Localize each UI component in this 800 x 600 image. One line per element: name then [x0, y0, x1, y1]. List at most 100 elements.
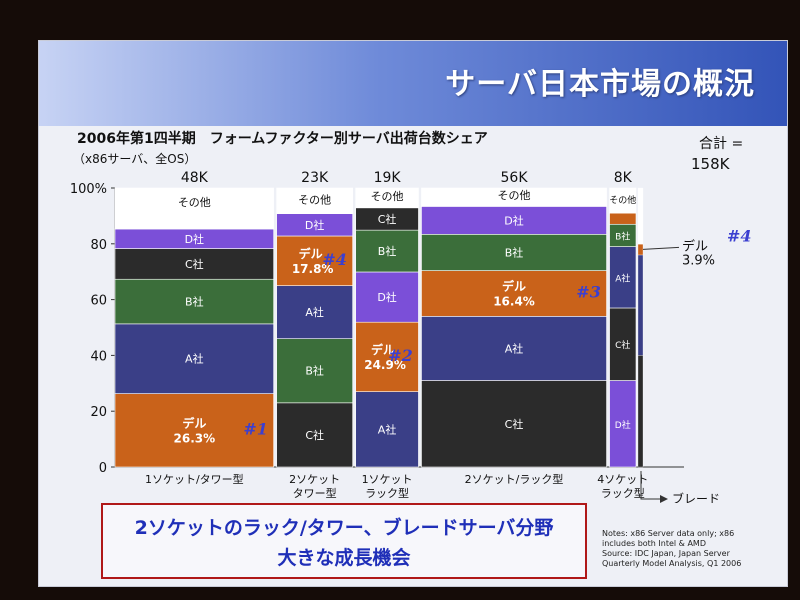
column-size-label: 23K — [301, 170, 329, 186]
segment-label: D社 — [615, 419, 631, 431]
segment-value-label: 26.3% — [174, 431, 216, 445]
segment-label: A社 — [505, 341, 524, 355]
blade-segment-その他 — [637, 187, 644, 245]
column-category-label: ラック型 — [365, 486, 409, 500]
blade-segment-A社 — [637, 254, 644, 356]
segment-C社 — [421, 380, 607, 468]
segment-label: C社 — [615, 339, 630, 351]
segment-label: B社 — [185, 295, 204, 309]
segment-デル — [276, 235, 353, 286]
slide-title: サーバ日本市場の概況 — [445, 67, 755, 102]
segment-デル — [421, 270, 607, 317]
segment-label: A社 — [305, 305, 324, 319]
column-category-label: 1ソケット/タワー型 — [145, 472, 244, 486]
dell-marker: #3 — [576, 282, 601, 301]
segment-label: C社 — [185, 257, 204, 271]
y-tick-label: 60 — [90, 294, 107, 309]
dell-marker: #4 — [322, 250, 347, 269]
segment-デル — [609, 212, 637, 225]
segment-label: C社 — [505, 417, 524, 431]
message-line-1: 2ソケットのラック/タワー、ブレードサーバ分野 — [134, 517, 554, 539]
blade-dell-label: デル — [682, 238, 708, 254]
segment-label: C社 — [378, 212, 397, 226]
total-label: 合計 = — [699, 136, 743, 152]
segment-label: B社 — [378, 244, 397, 258]
column-size-label: 19K — [374, 170, 402, 186]
notes-line: Source: IDC Japan, Japan Server — [602, 549, 730, 558]
column-category-label: 4ソケット — [597, 473, 648, 486]
segment-label: D社 — [185, 232, 204, 246]
blade-arrow-icon — [660, 495, 668, 503]
chart-title: 2006年第1四半期 フォームファクター別サーバ出荷台数シェア — [77, 130, 488, 147]
segment-D社 — [421, 206, 607, 235]
column-category-label: 2ソケット — [289, 473, 340, 486]
dell-marker: #1 — [243, 419, 268, 438]
segment-A社 — [276, 285, 353, 339]
notes-line: Notes: x86 Server data only; x86 — [602, 529, 735, 538]
notes-line: includes both Intel & AMD — [602, 539, 706, 548]
y-tick-label: 40 — [90, 349, 107, 364]
segment-C社 — [114, 248, 274, 280]
column-size-label: 48K — [181, 170, 209, 186]
y-tick-label: 80 — [90, 238, 107, 253]
segment-その他 — [609, 187, 637, 214]
segment-label: B社 — [505, 245, 524, 259]
blade-leader — [640, 471, 660, 500]
segment-その他 — [114, 187, 274, 230]
segment-label: A社 — [378, 422, 397, 436]
slide: サーバ日本市場の概況 2006年第1四半期 フォームファクター別サーバ出荷台数シ… — [38, 40, 788, 587]
segment-label: その他 — [609, 194, 636, 206]
column-size-label: 56K — [501, 170, 529, 186]
column-category-label: 2ソケット/ラック型 — [465, 472, 564, 486]
segment-label: デル — [182, 415, 206, 430]
segment-A社 — [355, 391, 419, 468]
message-line-2: 大きな成長機会 — [277, 547, 411, 569]
segment-その他 — [355, 187, 419, 209]
segment-label: B社 — [305, 364, 324, 378]
segment-value-label: 17.8% — [292, 262, 334, 276]
segment-label: D社 — [305, 218, 324, 232]
segment-label: A社 — [615, 272, 630, 284]
segment-その他 — [276, 187, 353, 214]
segment-label: デル — [371, 342, 395, 357]
segment-label: D社 — [504, 213, 523, 227]
segment-A社 — [114, 323, 274, 394]
segment-label: その他 — [498, 189, 531, 202]
column-category-label: ラック型 — [601, 486, 645, 500]
segment-B社 — [355, 229, 419, 273]
segment-B社 — [421, 234, 607, 271]
blade-dell-leader — [642, 246, 680, 250]
column-category-label: 1ソケット — [362, 473, 413, 486]
dell-marker: #2 — [388, 346, 413, 365]
source-notes: Notes: x86 Server data only; x86 include… — [602, 529, 786, 569]
segment-D社 — [355, 271, 419, 323]
segment-D社 — [609, 380, 637, 468]
segment-C社 — [276, 402, 353, 468]
message-box: 2ソケットのラック/タワー、ブレードサーバ分野 大きな成長機会 — [101, 503, 587, 579]
blade-segment-C社 — [637, 355, 644, 468]
segment-value-label: 16.4% — [493, 294, 535, 308]
segment-A社 — [421, 316, 607, 381]
segment-value-label: 24.9% — [364, 358, 406, 372]
column-size-label: 8K — [614, 170, 633, 186]
segment-B社 — [114, 278, 274, 325]
y-tick-label: 0 — [99, 461, 107, 476]
chart-subtitle: （x86サーバ、全OS） — [73, 151, 196, 166]
segment-label: D社 — [377, 290, 396, 304]
segment-デル — [355, 321, 419, 392]
segment-A社 — [609, 246, 637, 309]
blade-label: ブレード — [672, 491, 720, 503]
total-value: 158K — [691, 155, 731, 173]
dell-marker: #4 — [727, 226, 752, 245]
y-tick-label: 100% — [70, 182, 107, 197]
blade-segment-デル — [637, 243, 644, 256]
blade-dell-value-label: 3.9% — [682, 253, 715, 268]
column-category-label: タワー型 — [293, 486, 337, 500]
segment-label: デル — [299, 246, 323, 261]
segment-label: A社 — [185, 352, 204, 366]
title-banner: サーバ日本市場の概況 — [39, 41, 787, 126]
segment-label: B社 — [615, 230, 630, 242]
segment-label: その他 — [371, 190, 404, 203]
segment-C社 — [609, 307, 637, 381]
